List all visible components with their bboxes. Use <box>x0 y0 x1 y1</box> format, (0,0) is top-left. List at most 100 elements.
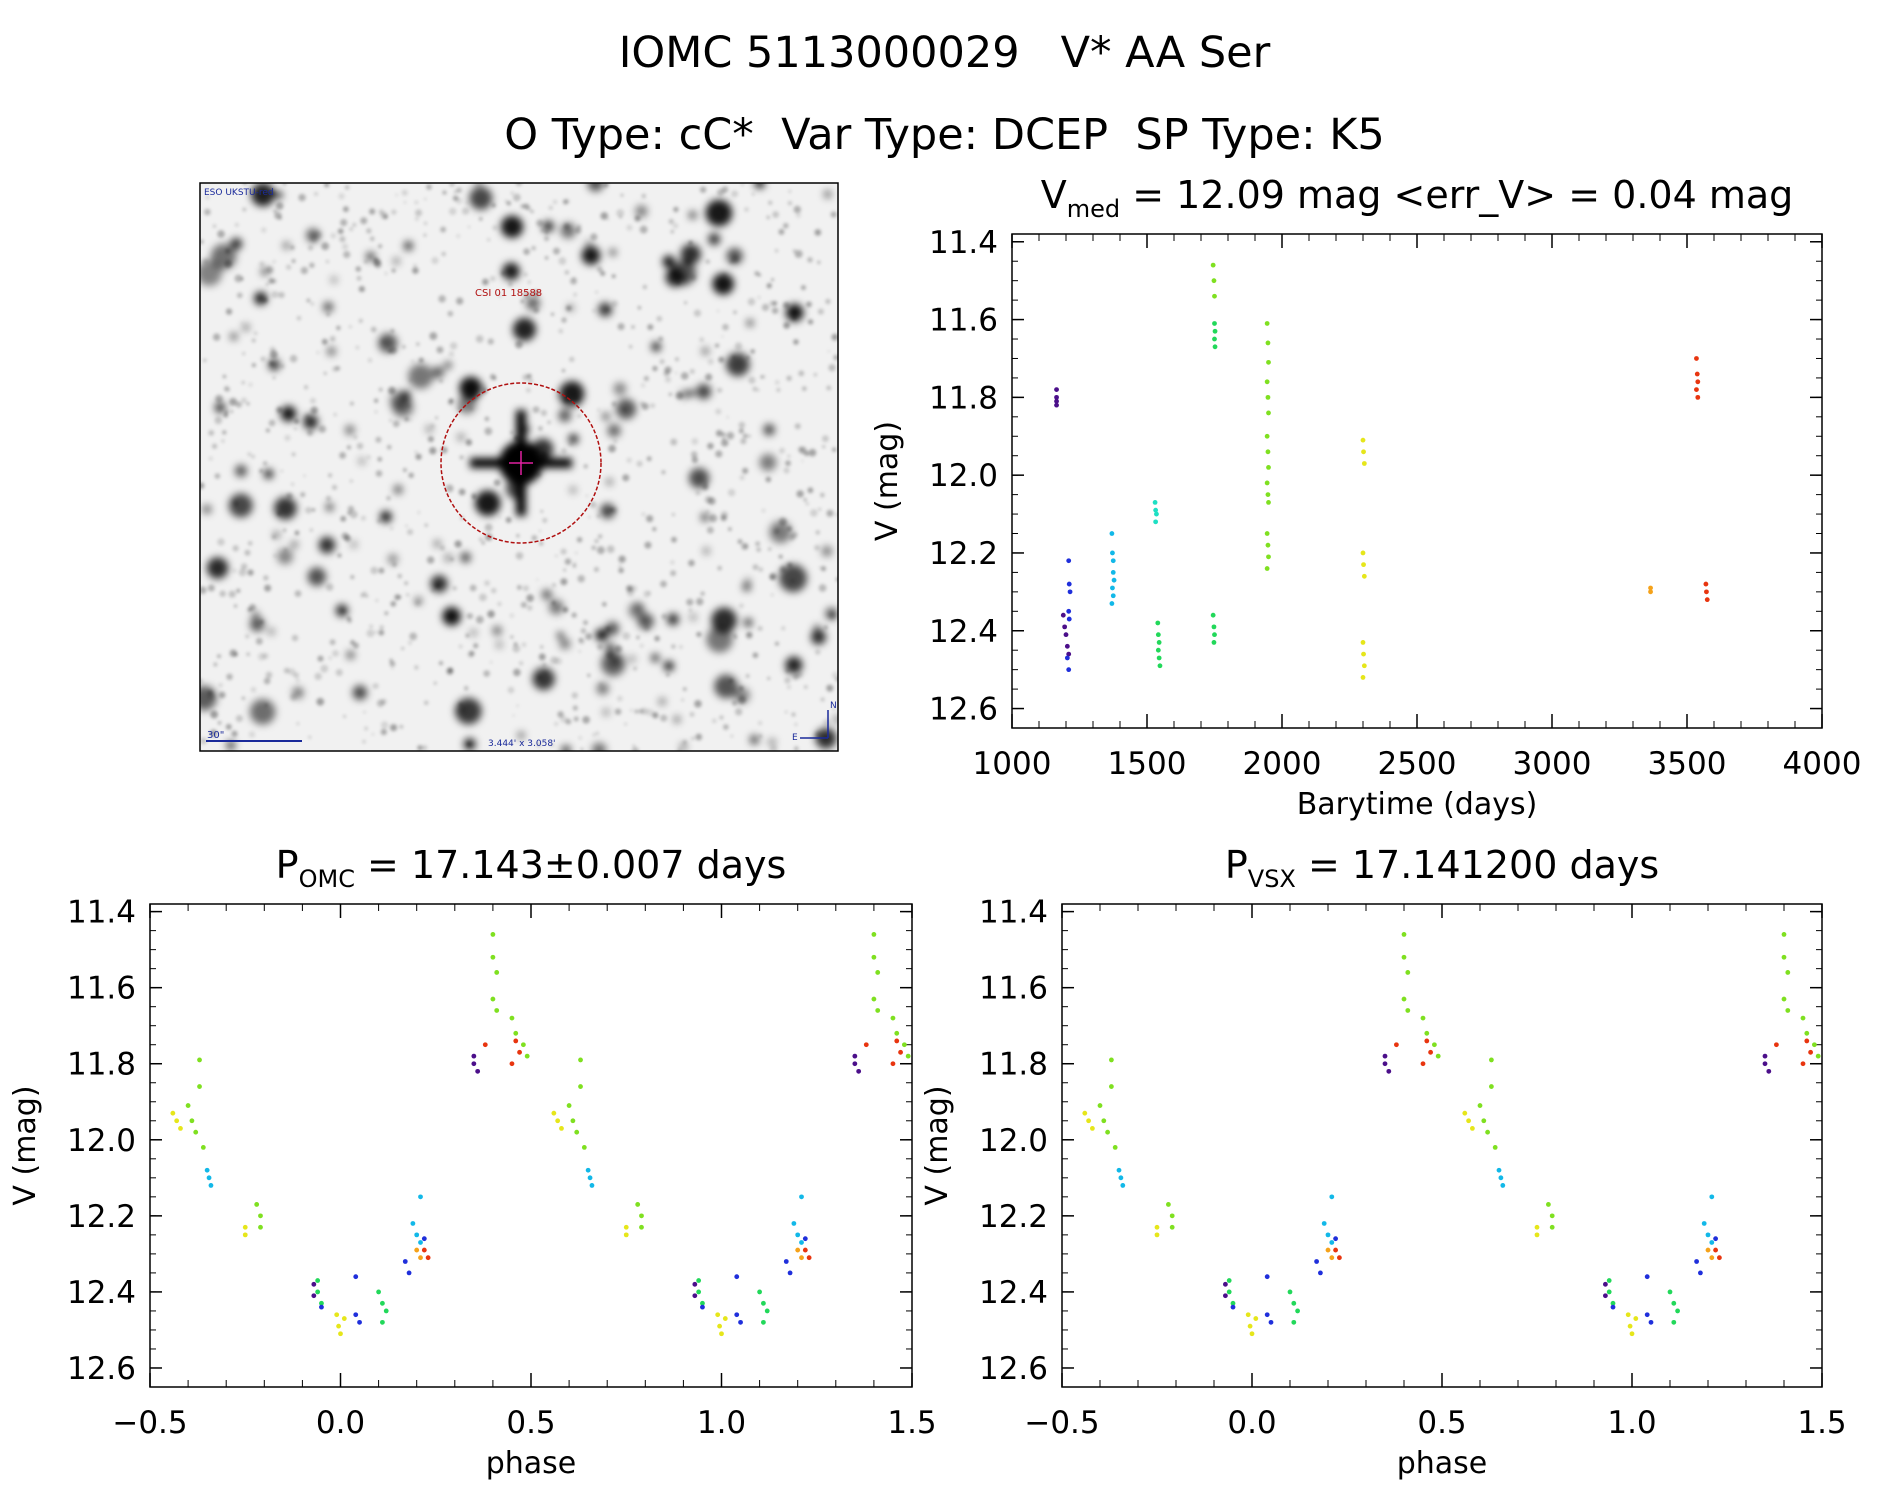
data-point <box>1361 573 1367 579</box>
data-point <box>513 1038 519 1044</box>
data-point <box>1424 1030 1430 1036</box>
data-point <box>1496 1167 1502 1173</box>
data-point <box>1774 1042 1779 1048</box>
data-point <box>1766 1068 1772 1074</box>
x-tick-label: 2000 <box>1243 746 1322 782</box>
data-point <box>1815 1053 1821 1059</box>
data-point <box>1062 624 1068 630</box>
y-tick-label: 12.4 <box>929 614 998 650</box>
plot-frame <box>149 903 913 1388</box>
data-point <box>1424 1038 1430 1044</box>
y-tick-label: 12.2 <box>929 536 998 572</box>
y-tick-label: 12.6 <box>67 1351 136 1387</box>
y-tick-label: 12.4 <box>979 1275 1048 1311</box>
data-point <box>1781 996 1787 1002</box>
data-point <box>315 1278 321 1283</box>
data-point <box>170 1110 176 1116</box>
data-point <box>1153 519 1159 525</box>
data-point <box>875 1008 881 1013</box>
data-point <box>1361 663 1367 669</box>
data-point <box>639 1213 644 1219</box>
data-point <box>1109 531 1115 536</box>
data-point <box>418 1255 423 1261</box>
data-point <box>1266 359 1271 365</box>
data-point <box>898 1049 903 1055</box>
data-point <box>1709 1240 1715 1245</box>
data-point <box>421 1236 427 1242</box>
data-point <box>719 1331 724 1337</box>
data-point <box>1610 1304 1616 1310</box>
data-point <box>1054 394 1059 400</box>
y-tick-label: 11.4 <box>67 895 136 931</box>
data-point <box>490 932 496 937</box>
data-point <box>1212 336 1217 342</box>
data-point <box>204 1167 210 1173</box>
data-point <box>578 1057 583 1063</box>
data-point <box>1709 1255 1715 1261</box>
data-point <box>1212 632 1217 638</box>
x-tick-label: 0.5 <box>1417 1405 1466 1441</box>
data-point <box>1648 589 1653 595</box>
x-tick-label: 1000 <box>973 746 1052 782</box>
data-point <box>1625 1312 1631 1318</box>
chart-title: PVSX = 17.141200 days <box>1225 843 1659 893</box>
data-point <box>700 1300 705 1306</box>
data-point <box>901 1042 907 1048</box>
data-point <box>852 1053 858 1059</box>
data-point <box>1247 1323 1253 1329</box>
data-point <box>1054 398 1059 404</box>
data-point <box>1671 1300 1677 1306</box>
data-point <box>471 1061 477 1067</box>
data-point <box>208 1183 214 1188</box>
data-point <box>1808 1049 1813 1055</box>
x-tick-label: 2500 <box>1378 746 1457 782</box>
data-point <box>1169 1224 1175 1230</box>
y-tick-label: 12.6 <box>929 692 998 728</box>
data-point <box>1156 655 1162 661</box>
data-point <box>802 1236 808 1242</box>
data-point <box>1667 1289 1673 1295</box>
data-point <box>1321 1221 1327 1226</box>
data-point <box>1428 1049 1433 1055</box>
data-point <box>258 1213 263 1219</box>
y-tick-label: 11.8 <box>979 1047 1048 1083</box>
data-point <box>734 1274 740 1280</box>
data-point <box>1066 651 1072 657</box>
data-point <box>189 1118 195 1124</box>
data-points <box>170 932 911 1337</box>
data-point <box>1110 585 1115 591</box>
data-points <box>1082 932 1821 1337</box>
data-point <box>1466 1118 1471 1124</box>
data-point <box>757 1289 762 1295</box>
x-tick-label: 1.0 <box>1607 1405 1656 1441</box>
data-point <box>1265 449 1271 455</box>
east-label: E <box>792 733 798 743</box>
data-point <box>1361 562 1366 568</box>
data-point <box>578 1084 583 1089</box>
data-point <box>475 1068 481 1074</box>
data-point <box>334 1312 340 1318</box>
data-point <box>799 1240 804 1245</box>
data-point <box>1781 932 1787 937</box>
data-point <box>1264 531 1270 536</box>
data-point <box>1785 1008 1791 1013</box>
data-point <box>1212 321 1217 326</box>
data-point <box>410 1221 416 1226</box>
data-point <box>1695 394 1701 400</box>
data-point <box>1485 1129 1490 1135</box>
data-point <box>402 1259 408 1264</box>
data-point <box>1333 1247 1338 1253</box>
data-point <box>315 1289 321 1295</box>
data-point <box>482 1042 488 1048</box>
data-point <box>1420 1015 1426 1021</box>
data-point <box>174 1118 180 1124</box>
survey-label: ESO UKSTU-red <box>204 188 274 198</box>
y-tick-label: 11.6 <box>929 303 998 339</box>
data-point <box>425 1255 431 1261</box>
target-label: CSI 01 18588 <box>475 288 542 299</box>
data-point <box>421 1247 427 1253</box>
data-point <box>1090 1125 1095 1131</box>
data-point <box>418 1194 423 1200</box>
data-point <box>178 1125 183 1131</box>
